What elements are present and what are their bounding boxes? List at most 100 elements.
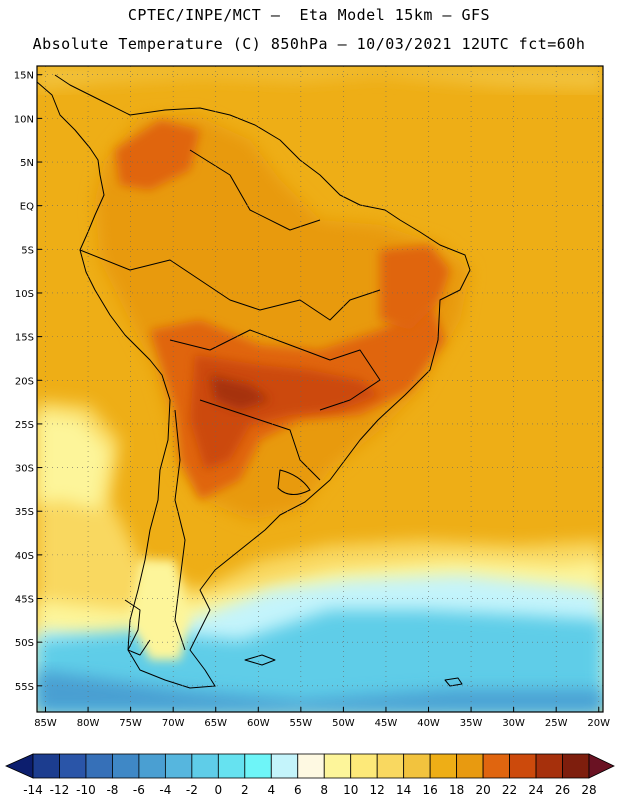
colorbar-cell [164, 753, 193, 779]
lon-label: 75W [119, 718, 142, 729]
colorbar-label: 16 [423, 783, 438, 797]
field-22-ne [380, 245, 450, 330]
rio-de-la-plata [277, 469, 311, 495]
field-16-north [37, 66, 603, 90]
lon-label: 70W [162, 718, 185, 729]
colorbar: -14 -12 -10 -8 -6 -4 -2 0 2 4 6 8 10 12 14 16 18 20 22 24 26… [5, 753, 615, 797]
temperature-field [37, 66, 603, 712]
colorbar-label: 10 [343, 783, 358, 797]
latitude-labels: 15N 10N 5N EQ 5S 10S 15S 20S 25S 30S 35S 40S 45S 50S 5… [14, 71, 42, 693]
lon-label: 60W [247, 718, 270, 729]
colorbar-cell [509, 753, 537, 779]
colorbar-cell [270, 753, 299, 779]
colorbar-label: 24 [528, 783, 543, 797]
lon-label: 30W [502, 718, 525, 729]
lon-label: 65W [204, 718, 227, 729]
colorbar-cells [5, 753, 615, 779]
field-patagonia [130, 560, 190, 660]
colorbar-label: 6 [294, 783, 302, 797]
lon-label: 35W [460, 718, 483, 729]
border-plata [199, 399, 321, 481]
colorbar-label: -14 [23, 783, 43, 797]
lon-label: 45W [375, 718, 398, 729]
field-10-west [37, 412, 110, 510]
colorbar-cell [297, 753, 325, 779]
falkland-islands [244, 654, 276, 666]
colorbar-cell [112, 753, 140, 779]
colorbar-label: -2 [186, 783, 198, 797]
colorbar-label: 8 [320, 783, 328, 797]
colorbar-cell [562, 753, 590, 779]
colorbar-cell [350, 753, 378, 779]
lat-label: 40S [15, 551, 34, 562]
colorbar-label: 18 [449, 783, 464, 797]
lon-label: 80W [77, 718, 100, 729]
lat-label: EQ [20, 202, 34, 213]
lat-label: 30S [15, 464, 34, 475]
colorbar-cell [456, 753, 484, 779]
field-minus4 [37, 670, 603, 712]
lon-label: 40W [417, 718, 440, 729]
colorbar-label: -12 [50, 783, 70, 797]
chart-title-line1: CPTEC/INPE/MCT – Eta Model 15km – GFS [127, 6, 491, 24]
lat-label: 25S [15, 420, 34, 431]
colorbar-cell [85, 753, 113, 779]
lon-label: 55W [290, 718, 313, 729]
colorbar-label: -10 [76, 783, 96, 797]
border-amazon [79, 249, 381, 321]
lat-label: 50S [15, 638, 34, 649]
colorbar-cell [32, 753, 60, 779]
colorbar-label: -6 [133, 783, 145, 797]
colorbar-cell [376, 753, 405, 779]
field-22-nw [115, 120, 200, 190]
colorbar-label: 12 [370, 783, 385, 797]
colorbar-label: -4 [159, 783, 171, 797]
lat-label: 15N [14, 71, 34, 82]
lat-label: 10N [14, 114, 34, 125]
south-georgia [444, 677, 463, 687]
colorbar-triangle-low [5, 753, 34, 779]
colorbar-label: 0 [215, 783, 223, 797]
map-frame [36, 65, 604, 713]
colorbar-cell [59, 753, 87, 779]
lon-label: 85W [34, 718, 57, 729]
chile-fjords [124, 599, 151, 656]
field-26 [210, 375, 270, 410]
colorbar-label: 22 [502, 783, 517, 797]
colorbar-cell [403, 753, 431, 779]
lat-label: 15S [15, 333, 34, 344]
colorbar-label: -8 [106, 783, 118, 797]
colorbar-labels: -14 -12 -10 -8 -6 -4 -2 0 2 4 6 8 10 12 14 16 18 20 22 24 26… [23, 783, 596, 797]
border-central [169, 329, 381, 411]
colorbar-cell [138, 753, 166, 779]
colorbar-triangle-high [588, 753, 615, 779]
colorbar-cell [191, 753, 219, 779]
lat-label: 20S [15, 376, 34, 387]
lat-label: 55S [15, 682, 34, 693]
lon-label: 25W [545, 718, 568, 729]
lon-label: 50W [332, 718, 355, 729]
border-north [189, 149, 321, 231]
colorbar-cell [217, 753, 246, 779]
chart-title-line2: Absolute Temperature (C) 850hPa – 10/03/… [32, 35, 586, 53]
lon-label: 20W [587, 718, 610, 729]
colorbar-label: 20 [475, 783, 490, 797]
lat-label: 10S [15, 289, 34, 300]
colorbar-label: 26 [555, 783, 570, 797]
colorbar-label: 2 [241, 783, 249, 797]
lat-label: 5S [21, 245, 34, 256]
colorbar-label: 28 [581, 783, 596, 797]
lat-label: 45S [15, 595, 34, 606]
lat-label: 35S [15, 507, 34, 518]
colorbar-cell [244, 753, 272, 779]
colorbar-label: 4 [267, 783, 275, 797]
longitude-labels: 85W 80W 75W 70W 65W 60W 55W 50W 45W 40W 35W 30W 25W 2… [34, 707, 610, 729]
lat-label: 5N [20, 158, 34, 169]
colorbar-label: 14 [396, 783, 411, 797]
colorbar-cell [429, 753, 458, 779]
colorbar-cell [323, 753, 352, 779]
colorbar-cell [535, 753, 563, 779]
border-andes [174, 409, 186, 651]
colorbar-cell [482, 753, 510, 779]
